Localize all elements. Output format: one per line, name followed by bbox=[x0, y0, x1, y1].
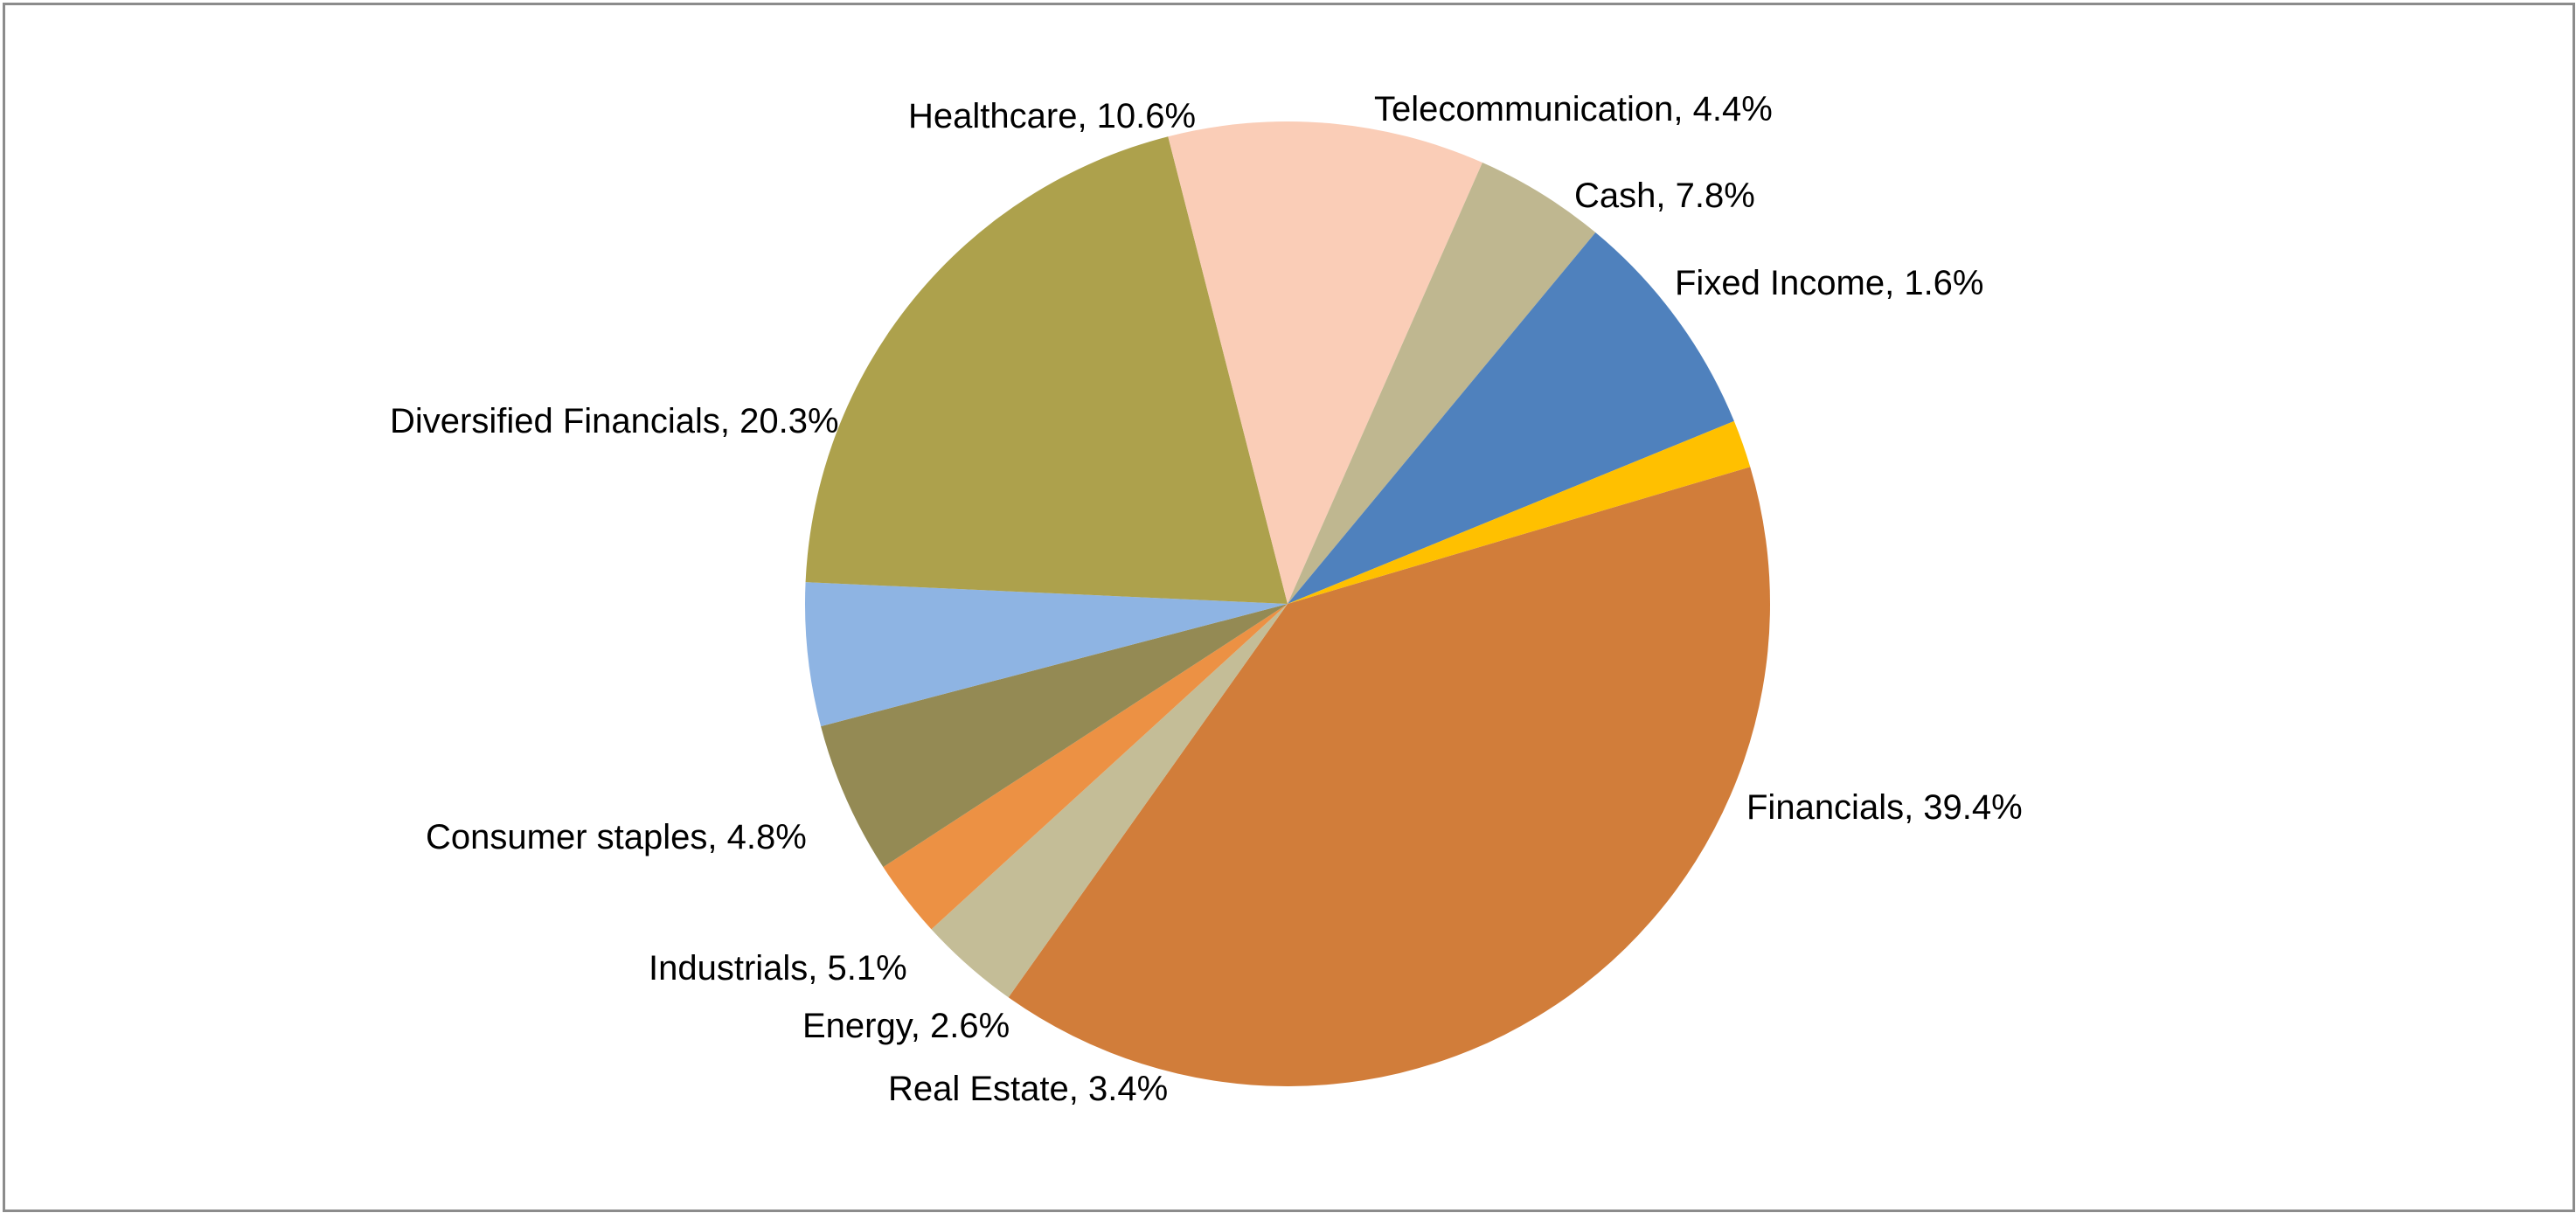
pie-slice-telecommunication bbox=[1288, 163, 1596, 604]
pie-slice-consumer-staples bbox=[805, 582, 1288, 727]
pie-slice-healthcare bbox=[1168, 121, 1482, 605]
slice-label-fixed-income: Fixed Income, 1.6% bbox=[1675, 264, 1984, 302]
pie-slice-industrials bbox=[821, 604, 1288, 868]
slice-label-consumer-staples: Consumer staples, 4.8% bbox=[426, 818, 807, 856]
slice-label-financials: Financials, 39.4% bbox=[1746, 788, 2023, 827]
slice-labels: Financials, 39.4% Real Estate, 3.4% Ener… bbox=[390, 90, 2023, 1108]
pie-slice-financials bbox=[1008, 467, 1771, 1087]
slice-label-industrials: Industrials, 5.1% bbox=[649, 949, 907, 988]
pie-slice-cash bbox=[1288, 232, 1734, 604]
pie-slice-fixed-income bbox=[1288, 420, 1751, 604]
slice-label-diversified-financials: Diversified Financials, 20.3% bbox=[390, 402, 839, 440]
pie-slice-diversified-financials bbox=[805, 136, 1288, 604]
pie-slice-real-estate bbox=[931, 604, 1288, 998]
slice-label-healthcare: Healthcare, 10.6% bbox=[908, 97, 1196, 135]
slice-label-real-estate: Real Estate, 3.4% bbox=[888, 1070, 1168, 1108]
slice-label-energy: Energy, 2.6% bbox=[802, 1007, 1010, 1045]
pie-slice-energy bbox=[883, 604, 1288, 930]
pie-slices bbox=[805, 121, 1771, 1087]
slice-label-telecommunication: Telecommunication, 4.4% bbox=[1374, 90, 1773, 128]
slice-label-cash: Cash, 7.8% bbox=[1574, 177, 1755, 215]
